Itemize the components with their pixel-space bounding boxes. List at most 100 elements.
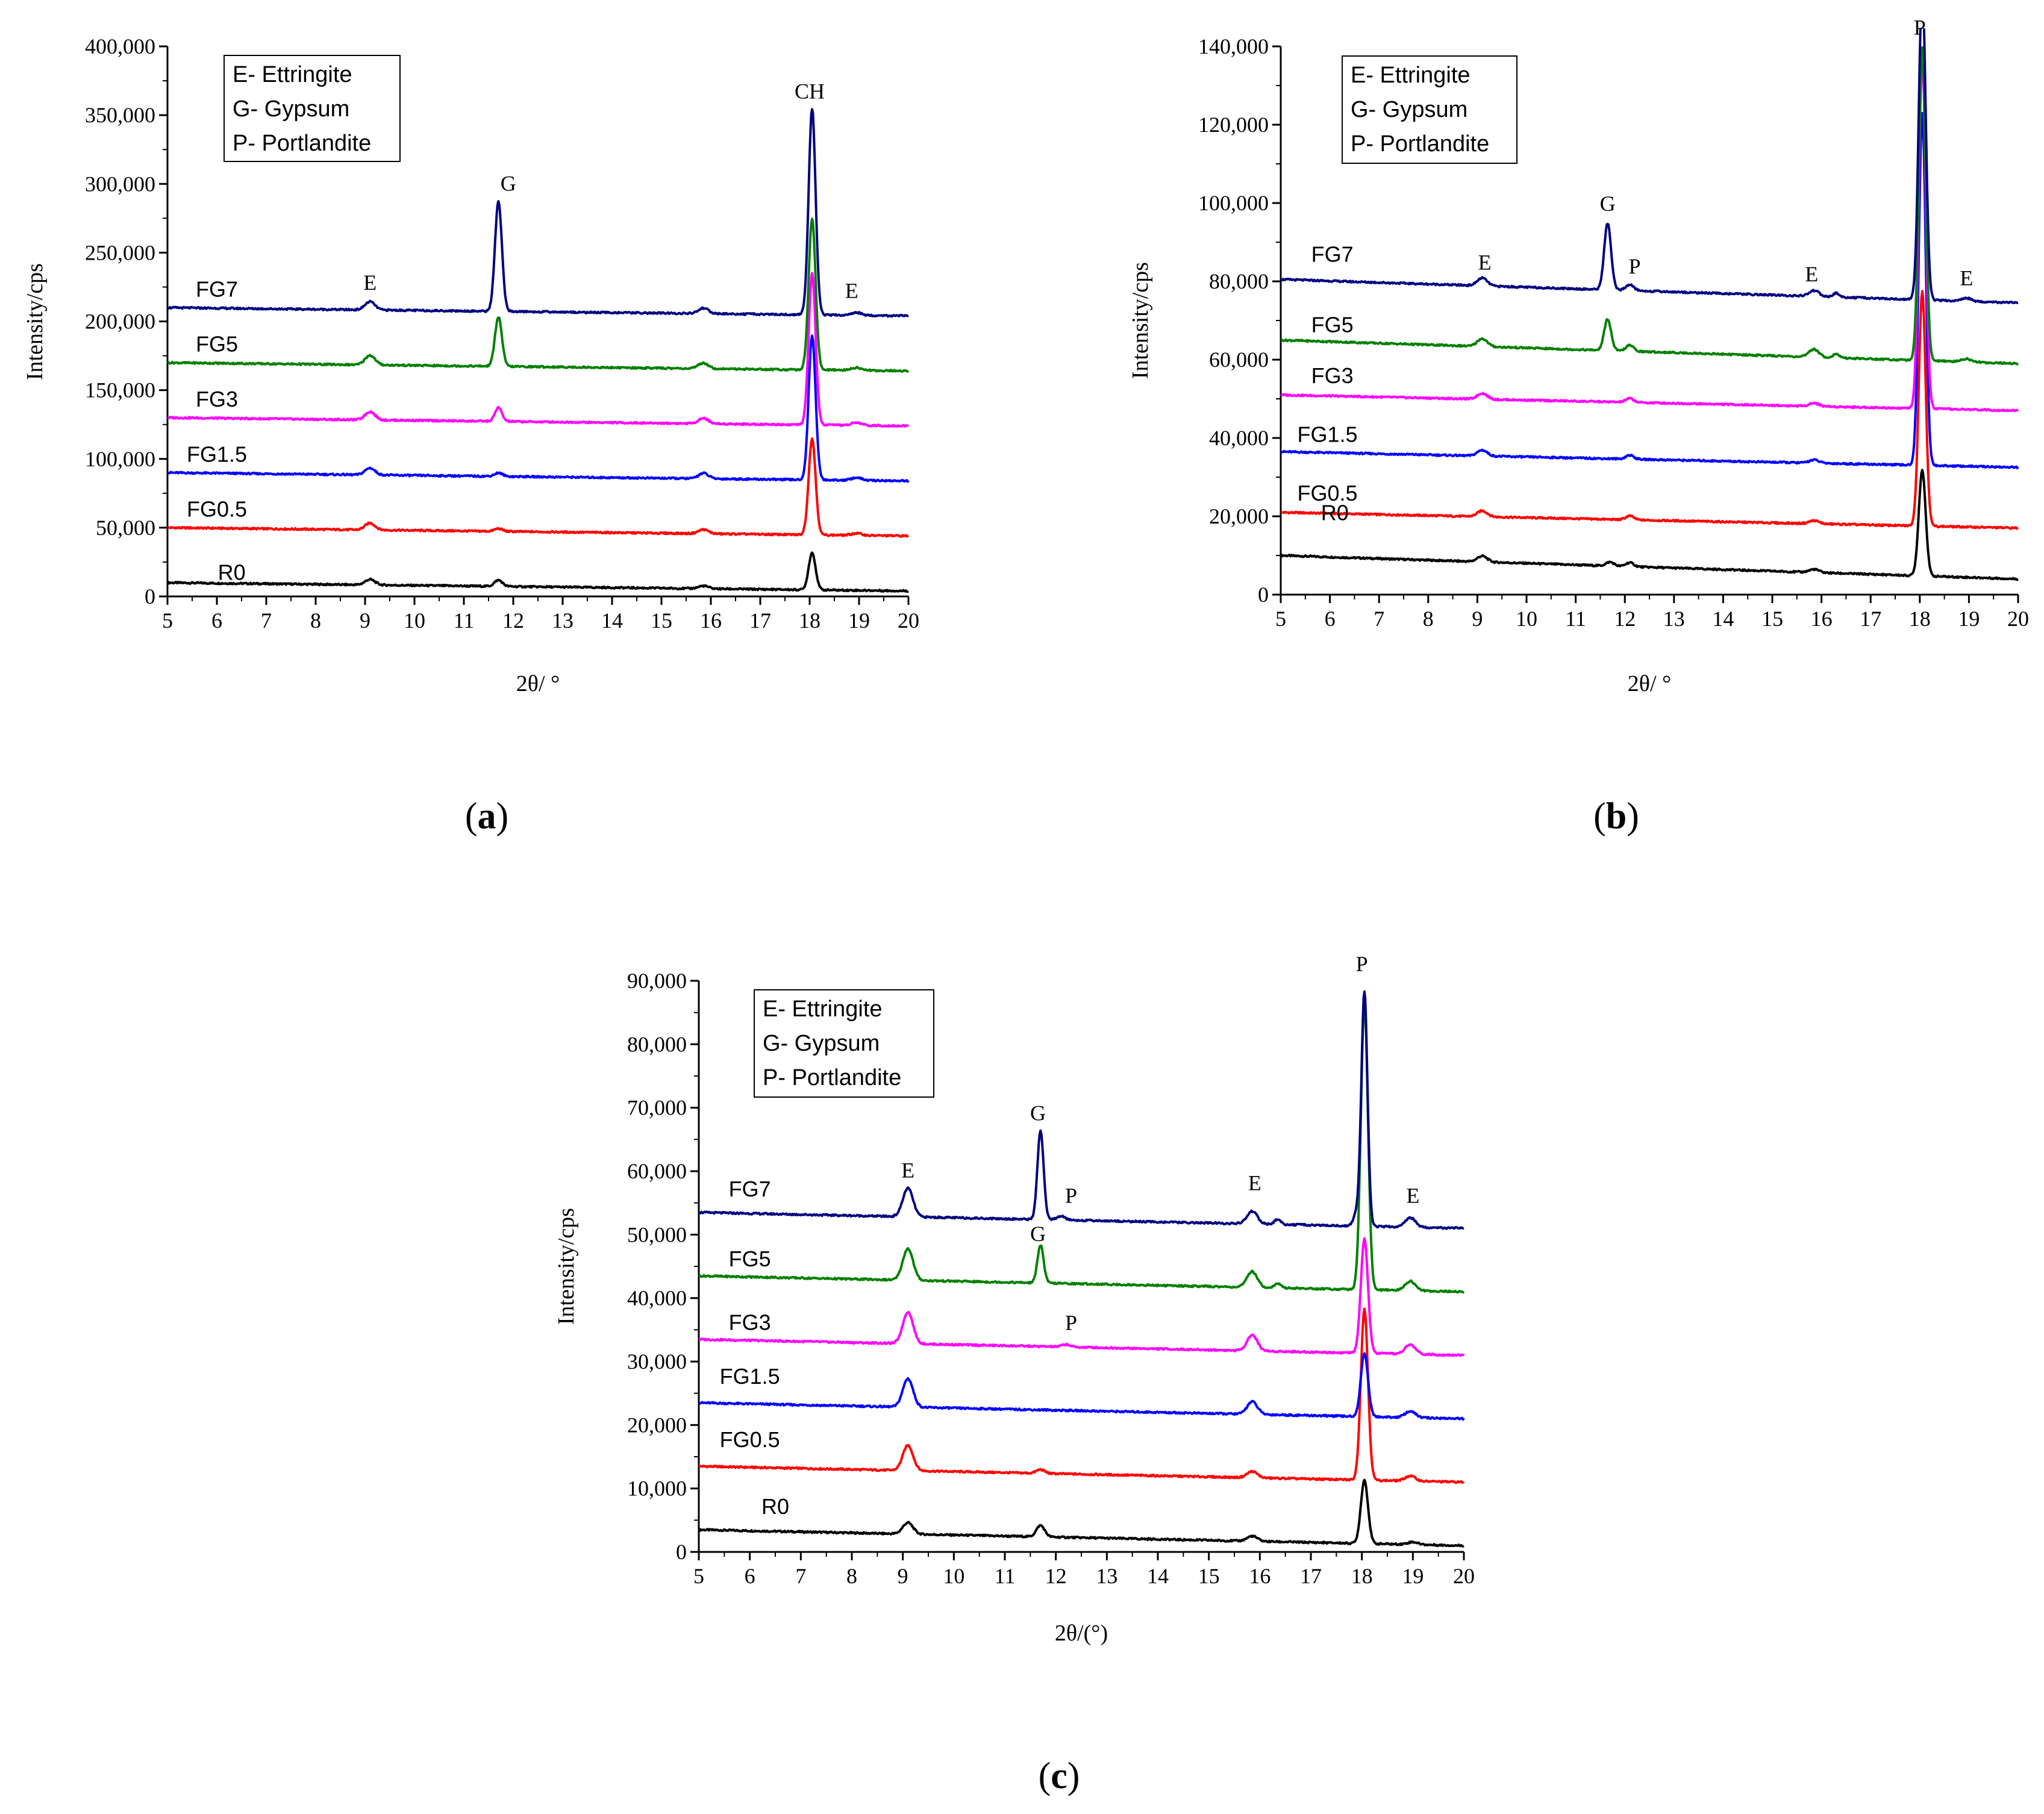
series-line-FG7 bbox=[1281, 28, 2019, 305]
series-label: FG5 bbox=[1311, 313, 1354, 337]
x-tick-label: 20 bbox=[898, 608, 919, 633]
series-line-R0 bbox=[167, 551, 909, 593]
series-label: FG0.5 bbox=[187, 497, 247, 522]
y-tick-label: 20,000 bbox=[627, 1413, 687, 1437]
y-tick-label: 50,000 bbox=[627, 1222, 687, 1246]
y-tick-label: 0 bbox=[676, 1540, 687, 1564]
x-axis-label: 2θ/(°) bbox=[1055, 1621, 1108, 1646]
x-tick-label: 9 bbox=[360, 608, 370, 633]
peak-annotation: E bbox=[1406, 1184, 1419, 1208]
peak-annotation: G bbox=[1030, 1101, 1046, 1125]
series-line-FG1.5 bbox=[699, 1352, 1465, 1421]
y-tick-label: 200,000 bbox=[85, 310, 155, 334]
series-line-FG5 bbox=[1281, 46, 2019, 366]
peak-annotation: P bbox=[1065, 1184, 1077, 1208]
x-tick-label: 5 bbox=[1275, 607, 1286, 631]
peak-annotation: E bbox=[901, 1159, 914, 1183]
series-line-R0 bbox=[1281, 469, 2019, 581]
x-tick-label: 14 bbox=[1147, 1564, 1169, 1588]
legend-entry: P- Portlandite bbox=[1351, 131, 1489, 157]
legend-entry: E- Ettringite bbox=[1351, 63, 1470, 88]
peak-annotation: E bbox=[1805, 262, 1818, 286]
x-tick-label: 15 bbox=[651, 608, 672, 633]
y-tick-label: 0 bbox=[1258, 583, 1269, 607]
series-group bbox=[167, 108, 910, 593]
series-group bbox=[1281, 28, 2019, 581]
peak-annotation: G bbox=[501, 172, 516, 196]
peak-annotation: P bbox=[1629, 254, 1641, 278]
y-tick-label: 20,000 bbox=[1209, 504, 1269, 528]
y-tick-label: 40,000 bbox=[1209, 426, 1269, 450]
series-label: FG7 bbox=[1311, 242, 1354, 267]
y-tick-label: 350,000 bbox=[85, 103, 155, 127]
series-line-FG5 bbox=[167, 217, 910, 373]
x-tick-label: 12 bbox=[502, 608, 524, 633]
y-tick-label: 120,000 bbox=[1198, 113, 1269, 137]
series-label: FG0.5 bbox=[1297, 481, 1357, 505]
x-tick-label: 10 bbox=[1516, 607, 1537, 631]
series-label: FG5 bbox=[196, 332, 238, 357]
legend-entry: P- Portlandite bbox=[233, 131, 371, 156]
y-tick-label: 80,000 bbox=[627, 1032, 687, 1056]
legend-entry: G- Gypsum bbox=[1351, 97, 1467, 122]
y-tick-label: 140,000 bbox=[1198, 34, 1269, 58]
x-tick-label: 6 bbox=[211, 608, 222, 633]
caption-a: (a) bbox=[465, 796, 508, 837]
x-tick-label: 17 bbox=[1300, 1564, 1322, 1588]
series-line-FG7 bbox=[167, 108, 909, 318]
series-label: FG3 bbox=[1311, 363, 1354, 388]
peak-annotation: E bbox=[1478, 251, 1492, 275]
x-tick-label: 11 bbox=[1565, 607, 1586, 631]
x-tick-label: 17 bbox=[749, 608, 771, 633]
x-tick-label: 7 bbox=[795, 1564, 806, 1588]
x-tick-label: 18 bbox=[799, 608, 820, 633]
series-label: FG1.5 bbox=[1297, 422, 1357, 447]
series-line-FG3 bbox=[699, 1237, 1465, 1357]
peak-annotation: E bbox=[363, 271, 377, 295]
series-line-FG7 bbox=[699, 990, 1464, 1230]
peak-annotation: E bbox=[845, 279, 858, 303]
series-label: FG3 bbox=[196, 387, 238, 411]
panel-b: 5 6 7 8 9 10 11 12 13 14 15 16 17 18 19 20 0 20,000 40,000… bbox=[1128, 16, 2029, 697]
peak-annotation: G bbox=[1600, 192, 1616, 216]
x-axis-label: 2θ/ ° bbox=[516, 671, 560, 696]
legend-box bbox=[1342, 55, 1517, 164]
series-label: R0 bbox=[1321, 501, 1349, 525]
series-label: FG7 bbox=[196, 277, 238, 301]
x-tick-label: 6 bbox=[1325, 607, 1336, 631]
y-tick-label: 100,000 bbox=[85, 447, 155, 471]
y-tick-label: 250,000 bbox=[85, 240, 155, 264]
x-tick-label: 8 bbox=[846, 1564, 857, 1588]
series-label: FG5 bbox=[729, 1246, 771, 1271]
peak-annotation: P bbox=[1065, 1310, 1077, 1334]
legend-entry: G- Gypsum bbox=[233, 96, 349, 122]
series-label: FG0.5 bbox=[720, 1427, 780, 1452]
x-tick-label: 11 bbox=[454, 608, 475, 633]
x-tick-label: 13 bbox=[1096, 1564, 1117, 1588]
x-tick-label: 14 bbox=[601, 608, 623, 633]
x-tick-label: 19 bbox=[1402, 1564, 1424, 1588]
series-label: FG7 bbox=[729, 1177, 771, 1201]
peak-annotation: G bbox=[1030, 1222, 1046, 1246]
legend-entry: P- Portlandite bbox=[763, 1065, 901, 1090]
y-tick-label: 60,000 bbox=[1209, 348, 1269, 372]
x-tick-label: 20 bbox=[1453, 1564, 1475, 1588]
panel-c: 5 6 7 8 9 10 11 12 13 14 15 16 17 18 19 20 0 10,000 20,000… bbox=[554, 952, 1475, 1646]
legend-entry: G- Gypsum bbox=[763, 1031, 880, 1056]
caption-b: (b) bbox=[1593, 796, 1639, 837]
series-label: FG1.5 bbox=[187, 442, 247, 466]
x-tick-label: 13 bbox=[1663, 607, 1685, 631]
series-line-FG1.5 bbox=[167, 334, 910, 483]
y-tick-label: 90,000 bbox=[627, 969, 687, 993]
x-tick-label: 5 bbox=[162, 608, 173, 633]
y-tick-label: 400,000 bbox=[85, 34, 155, 58]
series-line-FG3 bbox=[167, 272, 910, 428]
series-label: R0 bbox=[218, 560, 246, 585]
legend-entry: E- Ettringite bbox=[763, 996, 883, 1022]
x-tick-label: 16 bbox=[700, 608, 722, 633]
x-tick-label: 17 bbox=[1860, 607, 1881, 631]
x-tick-label: 12 bbox=[1614, 607, 1636, 631]
y-tick-label: 80,000 bbox=[1209, 269, 1269, 293]
